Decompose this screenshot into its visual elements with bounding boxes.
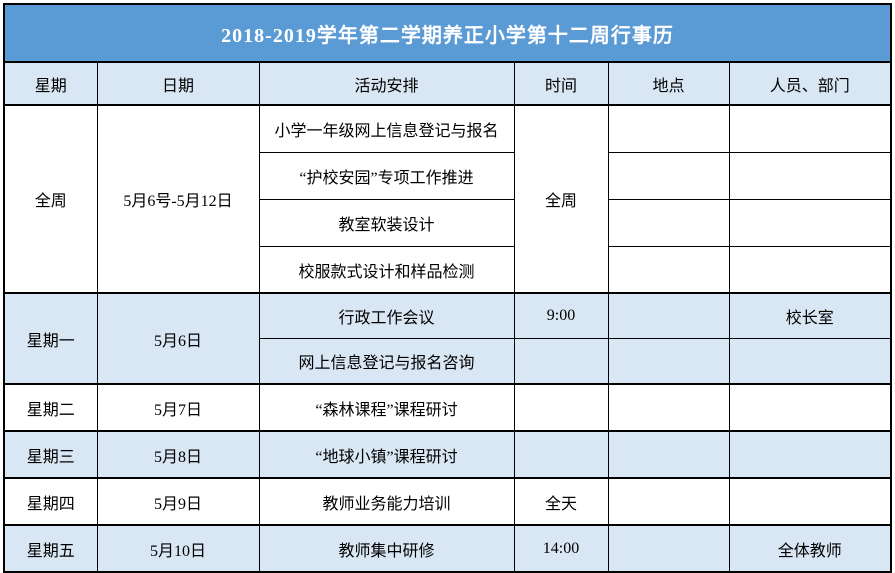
cell-location xyxy=(607,292,730,339)
cell-person xyxy=(728,246,892,294)
table-row-wednesday: 星期三 5月8日 “地球小镇”课程研讨 xyxy=(3,430,892,479)
cell-location xyxy=(607,246,730,294)
table-row-thursday: 星期四 5月9日 教师业务能力培训 全天 xyxy=(3,477,892,526)
page-title: 2018-2019学年第二学期养正小学第十二周行事历 xyxy=(3,3,892,63)
cell-date: 5月6号-5月12日 xyxy=(96,104,260,294)
cell-location xyxy=(607,477,730,526)
col-header-weekday: 星期 xyxy=(3,61,98,106)
table-row-fullweek: 教室软装设计 xyxy=(4,199,892,247)
col-header-time: 时间 xyxy=(513,61,609,106)
cell-date: 5月9日 xyxy=(96,477,260,526)
cell-activity: 教师集中研修 xyxy=(258,524,515,573)
cell-weekday: 星期三 xyxy=(3,430,98,479)
table-row-tuesday: 星期二 5月7日 “森林课程”课程研讨 xyxy=(3,383,892,432)
cell-time xyxy=(513,383,609,432)
cell-person xyxy=(728,430,892,479)
col-header-person: 人员、部门 xyxy=(728,61,892,106)
cell-location xyxy=(607,338,730,385)
cell-location xyxy=(607,152,730,200)
cell-weekday: 星期二 xyxy=(3,383,98,432)
cell-weekday: 星期四 xyxy=(3,477,98,526)
cell-location xyxy=(607,524,730,573)
cell-date: 5月7日 xyxy=(96,383,260,432)
table-row-friday: 星期五 5月10日 教师集中研修 14:00 全体教师 xyxy=(3,524,892,573)
cell-date: 5月10日 xyxy=(96,524,260,573)
table-row-monday: 网上信息登记与报名咨询 xyxy=(4,338,892,385)
cell-activity: 小学一年级网上信息登记与报名 xyxy=(258,104,515,153)
table-row-fullweek: “护校安园”专项工作推进 xyxy=(4,152,892,200)
cell-person xyxy=(728,199,892,247)
cell-time: 全周 xyxy=(513,104,609,294)
col-header-date: 日期 xyxy=(96,61,260,106)
cell-location xyxy=(607,430,730,479)
cell-activity: 网上信息登记与报名咨询 xyxy=(258,338,515,385)
cell-weekday: 星期一 xyxy=(3,292,98,385)
col-header-location: 地点 xyxy=(607,61,730,106)
cell-time xyxy=(513,430,609,479)
cell-date: 5月6日 xyxy=(96,292,260,385)
cell-location xyxy=(607,199,730,247)
cell-activity: “森林课程”课程研讨 xyxy=(258,383,515,432)
cell-weekday: 全周 xyxy=(3,104,98,294)
table-row-fullweek: 全周 5月6号-5月12日 小学一年级网上信息登记与报名 全周 xyxy=(3,104,892,294)
cell-person: 校长室 xyxy=(728,292,892,339)
cell-person: 全体教师 xyxy=(728,524,892,573)
cell-time: 全天 xyxy=(513,477,609,526)
cell-time: 14:00 xyxy=(513,524,609,573)
cell-activity: 教师业务能力培训 xyxy=(258,477,515,526)
cell-location xyxy=(607,104,730,153)
cell-activity: “护校安园”专项工作推进 xyxy=(258,152,515,200)
title-row: 2018-2019学年第二学期养正小学第十二周行事历 xyxy=(3,3,892,63)
cell-location xyxy=(607,383,730,432)
cell-person xyxy=(728,477,892,526)
cell-activity: 校服款式设计和样品检测 xyxy=(258,246,515,294)
cell-activity: “地球小镇”课程研讨 xyxy=(258,430,515,479)
cell-person xyxy=(728,338,892,385)
cell-activity: 教室软装设计 xyxy=(258,199,515,247)
weekly-schedule-table: 2018-2019学年第二学期养正小学第十二周行事历 星期 日期 活动安排 时间… xyxy=(3,3,893,573)
cell-person xyxy=(728,104,892,153)
cell-person xyxy=(728,152,892,200)
cell-person xyxy=(728,383,892,432)
cell-weekday: 星期五 xyxy=(3,524,98,573)
cell-activity: 行政工作会议 xyxy=(258,292,515,339)
cell-date: 5月8日 xyxy=(96,430,260,479)
col-header-activity: 活动安排 xyxy=(258,61,515,106)
table-header-row: 星期 日期 活动安排 时间 地点 人员、部门 xyxy=(3,61,892,106)
cell-time: 9:00 xyxy=(513,292,609,339)
table-row-monday: 星期一 5月6日 行政工作会议 9:00 校长室 xyxy=(3,292,892,385)
cell-time xyxy=(513,338,609,385)
